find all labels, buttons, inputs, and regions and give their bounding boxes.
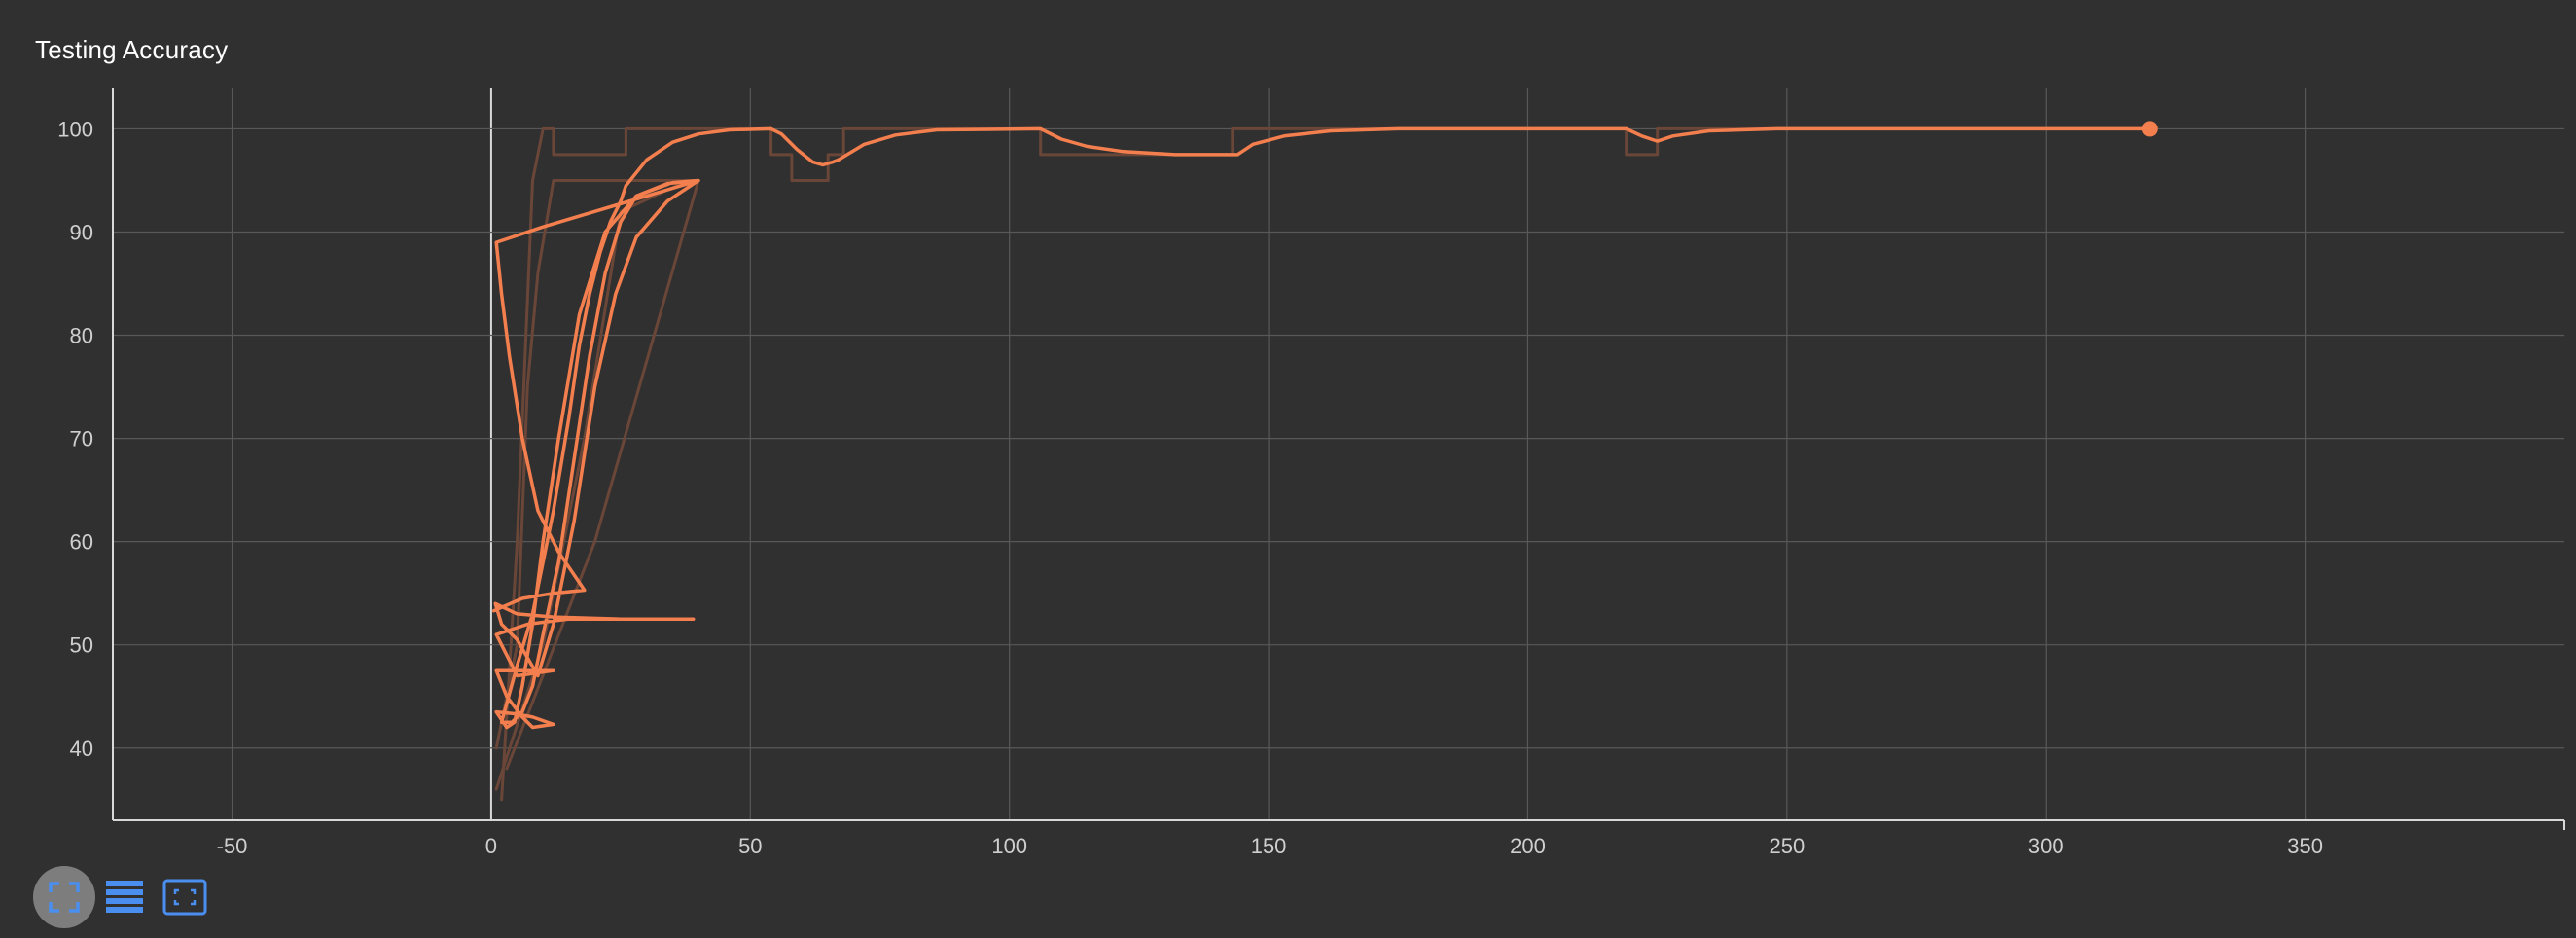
x-tick-label: 350: [2287, 834, 2323, 858]
x-tick-label: -50: [217, 834, 248, 858]
y-tick-label: 50: [70, 633, 93, 658]
data-table-icon: [106, 881, 143, 913]
y-tick-label: 100: [57, 117, 93, 141]
y-tick-label: 70: [70, 427, 93, 451]
toggle-data-table-button[interactable]: [93, 866, 156, 928]
fit-domain-icon: [162, 879, 207, 916]
x-tick-label: 300: [2028, 834, 2064, 858]
series-line-raw: [505, 179, 700, 771]
y-tick-label: 60: [70, 530, 93, 555]
series-line-raw: [494, 179, 700, 750]
y-tick-label: 40: [70, 737, 93, 761]
series-line-raw: [494, 179, 690, 791]
x-tick-label: 150: [1251, 834, 1287, 858]
fullscreen-button[interactable]: [33, 866, 95, 928]
chart-toolbar: [33, 866, 228, 928]
fit-domain-button[interactable]: [154, 866, 216, 928]
chart-title: Testing Accuracy: [35, 35, 229, 64]
x-tick-label: 100: [991, 834, 1027, 858]
series-line-smoothed: [491, 126, 2152, 730]
series-line-raw: [500, 126, 2152, 802]
y-tick-label: 80: [70, 324, 93, 348]
x-tick-label: 0: [485, 834, 497, 858]
y-tick-label: 90: [70, 220, 93, 244]
x-tick-label: 200: [1510, 834, 1546, 858]
fullscreen-icon: [49, 882, 80, 913]
x-tick-label: 50: [738, 834, 762, 858]
x-tick-label: 250: [1769, 834, 1805, 858]
series-end-point: [2141, 121, 2158, 137]
